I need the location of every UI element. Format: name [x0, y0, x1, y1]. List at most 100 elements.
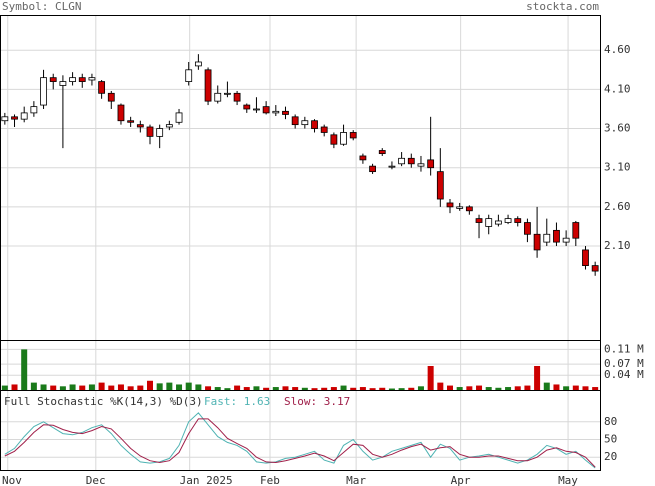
candle-body	[494, 220, 502, 225]
volume-bar	[108, 385, 115, 390]
x-tick-label: Feb	[260, 474, 280, 486]
volume-bar	[69, 384, 76, 390]
candle-body	[562, 237, 570, 243]
volume-bar	[224, 388, 231, 390]
volume-bar	[524, 385, 531, 390]
candle-body	[398, 157, 406, 165]
volume-bar	[50, 385, 57, 390]
y-tick-label: 0.07 M	[604, 357, 644, 370]
volume-bar	[379, 387, 386, 390]
stochastic-line	[4, 418, 596, 468]
volume-bar	[340, 385, 347, 390]
y-tick-label: 4.60	[604, 43, 631, 56]
volume-bar	[485, 387, 492, 390]
candle-body	[456, 206, 464, 209]
candle-body	[146, 126, 154, 137]
volume-bar	[534, 366, 541, 390]
volume-bar	[495, 387, 502, 390]
volume-bar	[456, 387, 463, 390]
y-tick-label: 0.04 M	[604, 368, 644, 381]
volume-bar	[234, 385, 241, 390]
volume-bar	[185, 382, 192, 390]
candle-body	[117, 104, 125, 122]
candle-body	[301, 120, 309, 126]
volume-bar	[59, 386, 66, 390]
volume-bar	[21, 349, 28, 390]
x-tick-label: Apr	[451, 474, 471, 486]
volume-bar	[447, 385, 453, 390]
candle-body	[475, 218, 483, 223]
candle-body	[262, 106, 270, 114]
volume-bar	[117, 384, 124, 390]
volume-bar	[437, 382, 444, 390]
candle-body	[446, 202, 454, 208]
volume-bar	[11, 384, 18, 390]
candle-body	[175, 112, 183, 123]
candle-body	[253, 108, 260, 111]
candle-body	[59, 81, 67, 86]
volume-bar	[311, 388, 318, 390]
volume-bar	[79, 385, 86, 390]
candle-body	[107, 92, 115, 102]
candle-body	[204, 69, 212, 102]
y-tick-label: 2.10	[604, 239, 631, 252]
candle-body	[436, 171, 444, 200]
volume-bar	[243, 387, 250, 390]
legend-fast: Fast: 1.63	[204, 395, 270, 408]
volume-bar	[466, 386, 473, 390]
volume-bar	[369, 388, 376, 390]
volume-bar	[30, 382, 37, 390]
candle-body	[407, 157, 415, 165]
x-tick-label: Dec	[86, 474, 106, 486]
y-tick-label: 4.10	[604, 82, 631, 95]
candle-body	[330, 134, 338, 145]
candle-body	[40, 77, 47, 106]
symbol: Symbol: CLGN	[2, 0, 81, 13]
candle-body	[291, 116, 299, 126]
volume-bar	[398, 388, 405, 390]
candle-body	[582, 249, 589, 267]
candle-body	[224, 92, 231, 95]
volume-bar	[205, 386, 212, 390]
site: stockta.com	[526, 0, 599, 13]
volume-bar	[253, 386, 260, 390]
y-tick-label: 50	[604, 433, 617, 446]
volume-bar	[408, 387, 415, 390]
volume-bar	[263, 387, 270, 390]
candle-body	[388, 165, 396, 168]
candle-body	[591, 265, 599, 272]
candle-body	[543, 233, 551, 243]
x-tick-label: Nov	[2, 474, 22, 486]
volume-bar	[592, 387, 599, 390]
candle-body	[417, 163, 425, 167]
candle-body	[49, 77, 57, 82]
volume-bar	[301, 387, 308, 390]
volume-bar	[282, 386, 289, 390]
legend-slow: Slow: 3.17	[284, 395, 350, 408]
y-tick-label: 2.60	[604, 200, 631, 213]
volume-bar	[553, 384, 560, 390]
candle-body	[572, 222, 580, 239]
volume-panel	[0, 340, 601, 391]
volume-bar	[417, 386, 424, 390]
candle-body	[524, 222, 531, 235]
candle-body	[504, 218, 512, 223]
volume-bar	[321, 387, 328, 390]
volume-bar	[427, 366, 434, 390]
x-tick-label: May	[558, 474, 578, 486]
candle-body	[553, 229, 560, 243]
candle-body	[282, 110, 289, 115]
candle-body	[30, 106, 38, 114]
x-tick-label: Mar	[346, 474, 366, 486]
candle-body	[165, 124, 173, 128]
volume-bar	[563, 386, 570, 390]
candle-body	[340, 132, 347, 145]
volume-bar	[88, 384, 95, 390]
volume-bar	[1, 385, 8, 390]
candle-body	[156, 128, 164, 137]
volume-bar	[156, 383, 163, 390]
candle-body	[185, 69, 193, 82]
y-tick-label: 3.10	[604, 161, 631, 174]
price-panel	[0, 15, 601, 341]
